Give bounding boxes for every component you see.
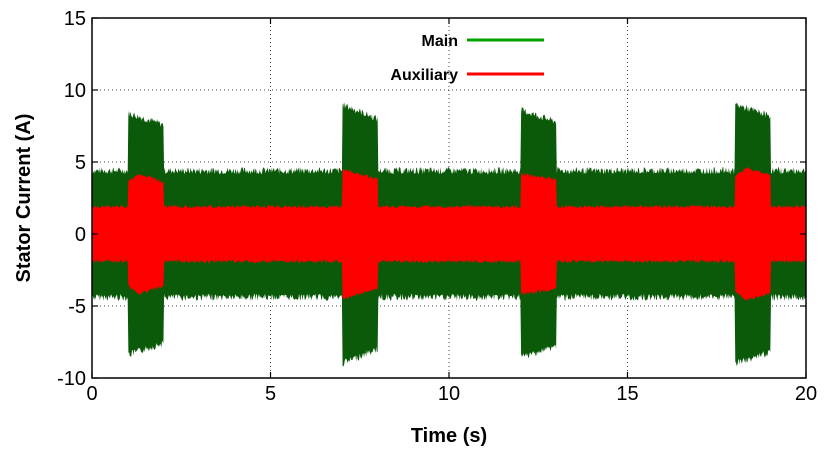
y-axis-label: Stator Current (A) — [13, 114, 35, 283]
series-band — [92, 166, 806, 302]
y-tick-label: -5 — [68, 296, 86, 318]
x-axis-label: Time (s) — [411, 425, 487, 447]
y-tick-label: 0 — [75, 224, 86, 246]
x-tick-label: 10 — [438, 383, 460, 405]
legend: Main Auxiliary — [390, 33, 544, 84]
x-tick-label: 0 — [86, 383, 97, 405]
y-tick-label: -10 — [57, 368, 86, 390]
y-tick-label: 15 — [64, 8, 86, 30]
ticks: 0 5 10 15 20 -10 -5 0 5 10 15 — [57, 8, 817, 405]
y-tick-label: 10 — [64, 80, 86, 102]
legend-label-main: Main — [422, 33, 458, 50]
x-tick-label: 15 — [616, 383, 638, 405]
x-tick-label: 20 — [795, 383, 817, 405]
legend-label-auxiliary: Auxiliary — [390, 67, 458, 84]
y-tick-label: 5 — [75, 152, 86, 174]
series-auxiliary — [92, 166, 806, 302]
x-tick-label: 5 — [265, 383, 276, 405]
